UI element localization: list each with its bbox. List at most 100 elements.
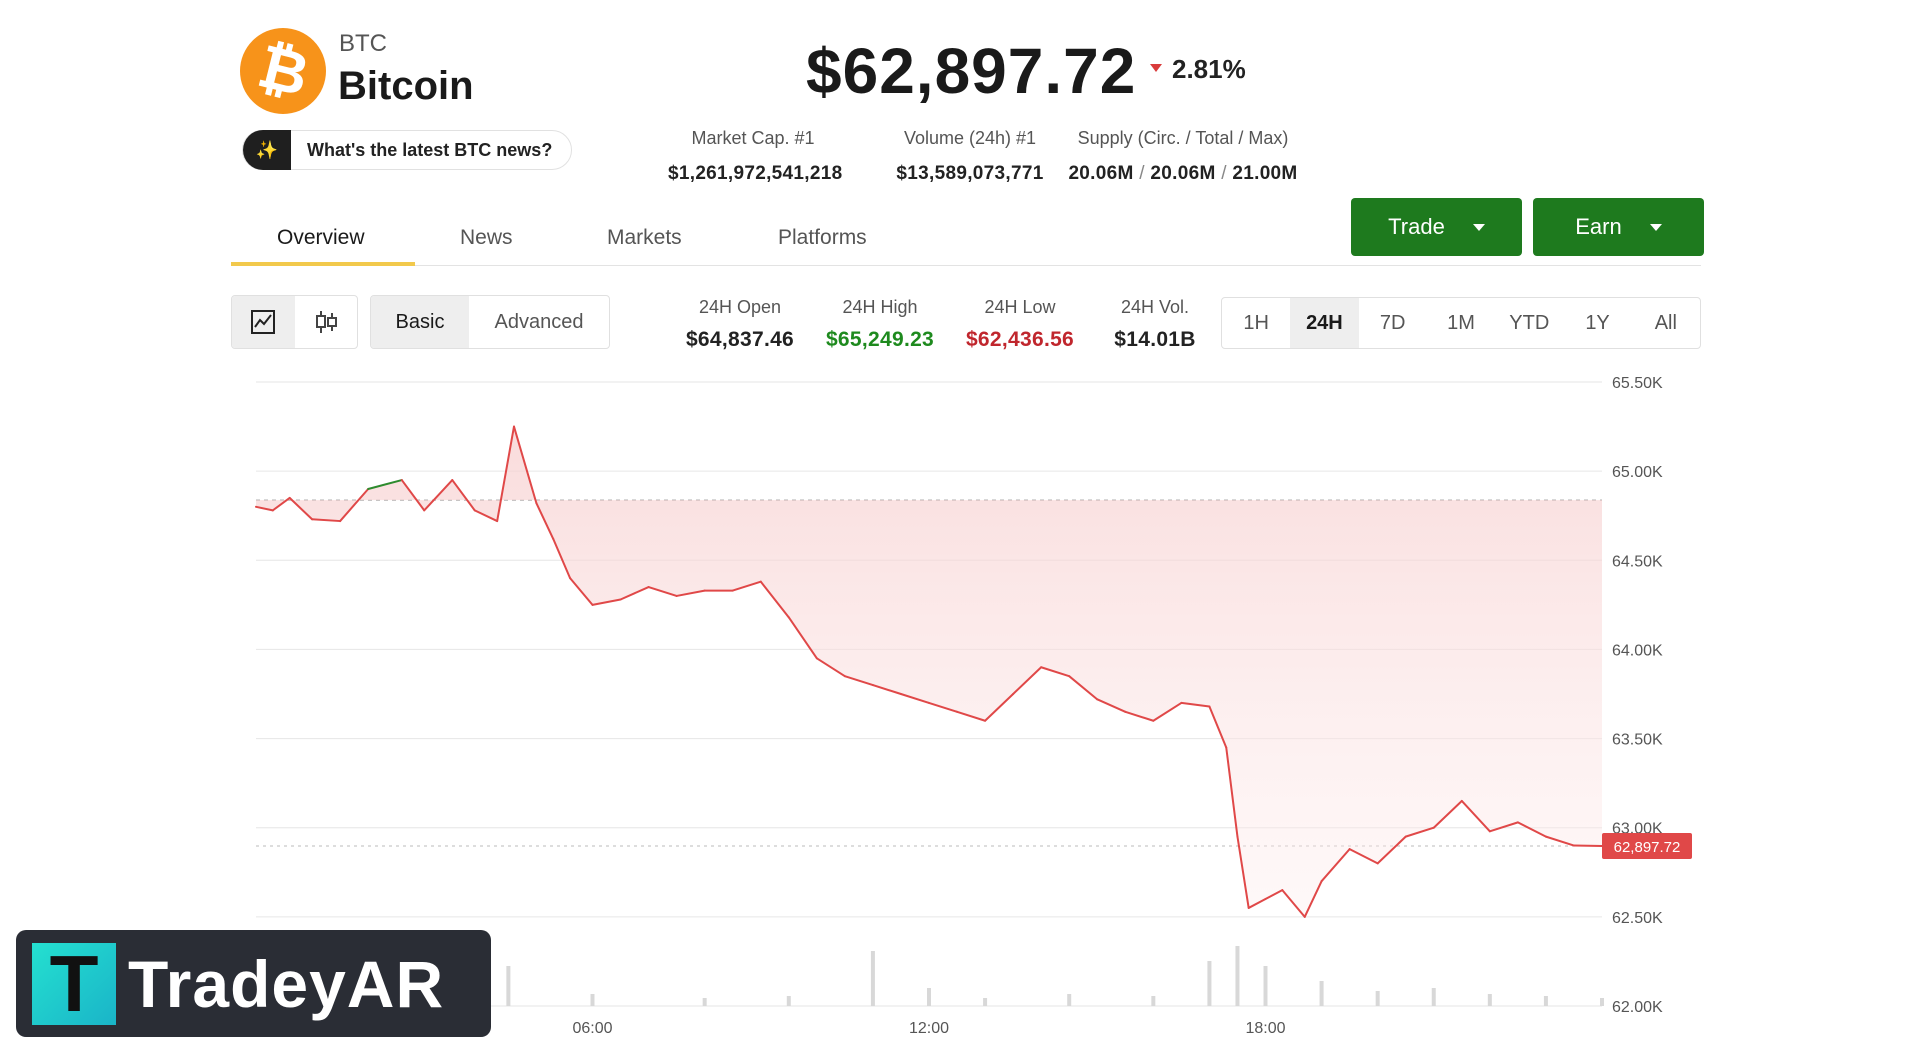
price-line-segment xyxy=(984,693,1015,722)
y-tick-label: 62.00K xyxy=(1612,999,1663,1016)
price-line-segment xyxy=(1303,880,1323,918)
tab-markets[interactable]: Markets xyxy=(607,226,682,249)
price-line-segment xyxy=(512,425,538,505)
volume-bar xyxy=(983,998,988,1006)
tab-news[interactable]: News xyxy=(460,226,513,249)
day-low-label: 24H Low xyxy=(984,297,1056,317)
volume-value: $13,589,073,771 xyxy=(896,163,1044,184)
range-ytd-button[interactable]: YTD xyxy=(1509,311,1550,334)
price-line-segment xyxy=(339,487,370,523)
candlestick-icon[interactable] xyxy=(295,296,358,348)
bitcoin-logo-icon: ₿ xyxy=(240,28,326,114)
volume-bar xyxy=(1375,991,1380,1006)
volume-bar xyxy=(1151,996,1156,1006)
range-1h-button[interactable]: 1H xyxy=(1243,311,1269,334)
earn-label: Earn xyxy=(1575,214,1622,239)
day-high-label: 24H High xyxy=(842,297,918,317)
watermark-text: TradeyAR xyxy=(128,946,445,1021)
price-line-segment xyxy=(255,505,274,512)
news-prompt-label: What's the latest BTC news? xyxy=(307,139,553,160)
price-line-segment xyxy=(1040,666,1071,678)
price-line-segment xyxy=(367,479,403,490)
supply-value: 20.06M / 20.06M / 21.00M xyxy=(1058,163,1308,185)
supply-separator: / xyxy=(1139,163,1145,184)
supply-total: 20.06M xyxy=(1150,163,1216,184)
range-7d-button[interactable]: 7D xyxy=(1379,311,1406,334)
y-tick-label: 62.50K xyxy=(1612,910,1663,927)
range-24h-button[interactable]: 24H xyxy=(1290,298,1359,348)
news-prompt-button[interactable]: ✨ What's the latest BTC news? xyxy=(242,130,572,170)
price-line-segment xyxy=(871,684,902,695)
price-line-segment xyxy=(1152,701,1183,722)
price-line-segment xyxy=(496,425,515,523)
price-line-segment xyxy=(288,496,314,521)
price-line-segment xyxy=(569,577,594,606)
current-price-label: 62,897.72 xyxy=(1614,839,1681,856)
tab-platforms[interactable]: Platforms xyxy=(778,226,867,249)
volume-bar xyxy=(1067,994,1072,1006)
price-line-segment xyxy=(1488,821,1519,833)
day-high-stat: 24H High $65,249.23 xyxy=(810,297,950,352)
area-fill xyxy=(256,426,1602,917)
volume-bars xyxy=(310,946,1604,1006)
volume-bar xyxy=(1600,998,1604,1006)
price-line-segment xyxy=(759,580,790,619)
mode-basic-button[interactable]: Basic xyxy=(371,296,469,348)
price-line-segment xyxy=(1236,835,1250,909)
price-line-segment xyxy=(1180,701,1211,708)
trade-label: Trade xyxy=(1388,214,1445,239)
price-line-segment xyxy=(1544,835,1575,847)
tab-overview[interactable]: Overview xyxy=(277,226,365,249)
chart-gridlines xyxy=(256,381,1602,1007)
price-line-segment xyxy=(1516,821,1547,838)
volume-label: Volume (24h) #1 xyxy=(903,128,1037,148)
price-line-segment xyxy=(1225,746,1239,838)
y-tick-label: 64.00K xyxy=(1612,642,1663,659)
active-tab-indicator xyxy=(231,262,415,266)
supply-max: 21.00M xyxy=(1232,163,1298,184)
price-line-segment xyxy=(1281,889,1306,918)
volume-bar xyxy=(702,998,707,1006)
range-all-button[interactable]: All xyxy=(1654,311,1677,334)
price-line-segment xyxy=(311,518,342,523)
line-chart-icon[interactable] xyxy=(232,296,295,348)
current-price: $62,897.72 xyxy=(806,35,1137,107)
day-open-value: $64,837.46 xyxy=(685,328,795,351)
x-tick-label: 18:00 xyxy=(1245,1020,1285,1037)
supply-separator: / xyxy=(1221,163,1227,184)
time-range-selector: 1H 24H 7D 1M YTD 1Y All xyxy=(1221,297,1701,349)
x-tick-label: 12:00 xyxy=(909,1020,949,1037)
volume-bar xyxy=(1263,966,1268,1006)
trade-button[interactable]: Trade xyxy=(1351,198,1522,256)
price-line-segment xyxy=(1432,799,1463,829)
volume-bar xyxy=(1235,946,1240,1006)
volume-bar xyxy=(927,988,931,1006)
range-1m-button[interactable]: 1M xyxy=(1447,311,1475,334)
y-tick-label: 65.00K xyxy=(1612,464,1663,481)
price-line-segment xyxy=(400,479,426,512)
price-line-segment xyxy=(899,693,930,704)
price-line-segment xyxy=(552,537,572,580)
earn-button[interactable]: Earn xyxy=(1533,198,1704,256)
chevron-down-icon xyxy=(1649,223,1662,231)
day-volume-value: $14.01B xyxy=(1114,328,1196,351)
coin-name: Bitcoin xyxy=(338,64,474,108)
price-line-segment xyxy=(1460,799,1491,833)
price-line-segment xyxy=(473,509,499,523)
supply-stat: Supply (Circ. / Total / Max) 20.06M / 20… xyxy=(1058,128,1308,185)
price-line-segment xyxy=(1376,835,1407,865)
coin-ticker: BTC xyxy=(339,30,387,57)
chart-type-toggle xyxy=(231,295,358,349)
price-line-segment xyxy=(451,479,476,512)
day-volume-label: 24H Vol. xyxy=(1120,297,1190,317)
volume-bar xyxy=(1431,988,1436,1006)
coin-header: ₿ BTC Bitcoin ✨ What's the latest BTC ne… xyxy=(0,0,1920,270)
day-high-value: $65,249.23 xyxy=(825,328,935,351)
day-low-stat: 24H Low $62,436.56 xyxy=(950,297,1090,352)
price-line-segment xyxy=(843,675,874,687)
range-1y-button[interactable]: 1Y xyxy=(1585,311,1610,334)
mode-advanced-button[interactable]: Advanced xyxy=(494,310,584,333)
supply-label: Supply (Circ. / Total / Max) xyxy=(1077,128,1289,148)
price-line-segment xyxy=(647,586,678,597)
coin-tabs: Overview News Markets Platforms xyxy=(231,220,1701,266)
